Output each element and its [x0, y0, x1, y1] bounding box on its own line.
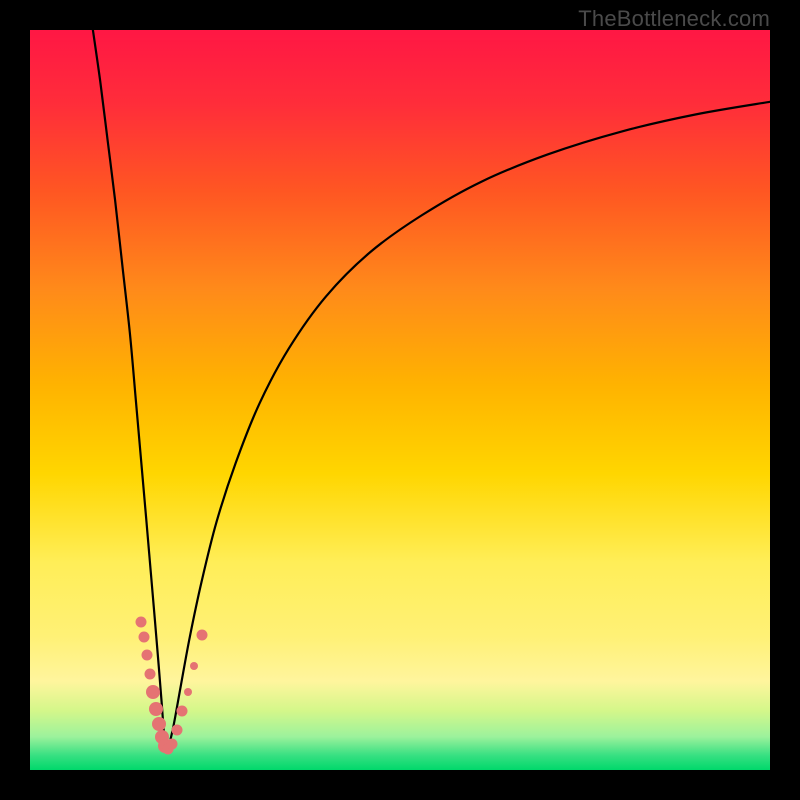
marker-dot: [167, 739, 178, 750]
marker-dot: [138, 631, 149, 642]
marker-dot: [141, 650, 152, 661]
plot-area: [30, 30, 770, 770]
marker-layer: [30, 30, 770, 770]
marker-dot: [144, 668, 155, 679]
watermark-text: TheBottleneck.com: [578, 6, 770, 32]
marker-dot: [149, 702, 163, 716]
chart-frame: TheBottleneck.com: [0, 0, 800, 800]
marker-dot: [184, 688, 192, 696]
marker-dot: [190, 662, 198, 670]
marker-dot: [136, 617, 147, 628]
marker-dot: [146, 685, 160, 699]
marker-dot: [197, 629, 208, 640]
marker-dot: [172, 725, 183, 736]
marker-dot: [177, 705, 188, 716]
